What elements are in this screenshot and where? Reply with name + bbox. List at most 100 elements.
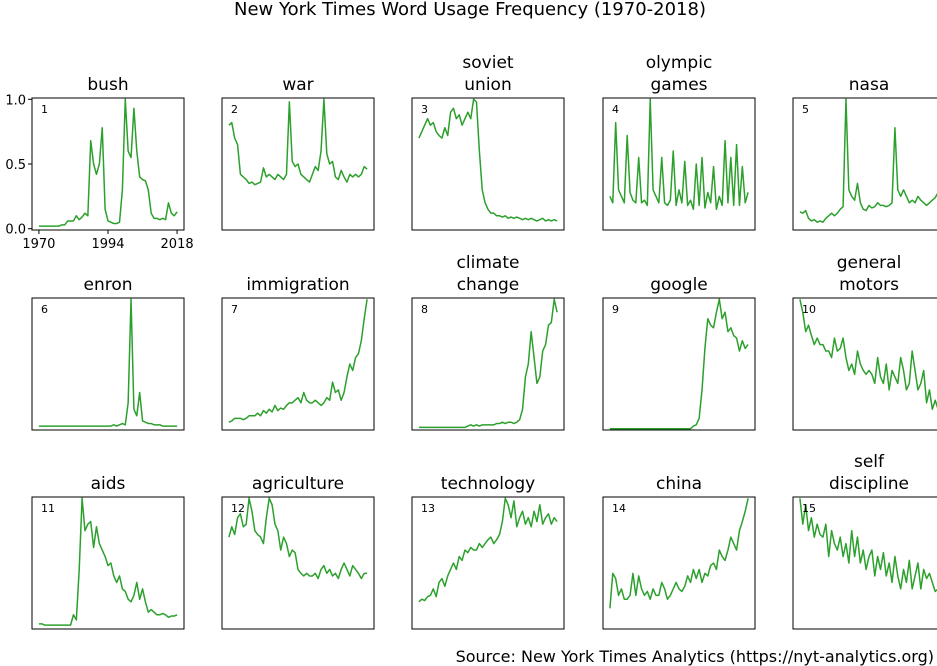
panel-title: enron — [83, 275, 132, 295]
plot-area — [38, 98, 178, 227]
panel: war 2 — [221, 75, 375, 231]
y-tick-label: 0.0 — [5, 223, 26, 238]
panel-title: self — [854, 452, 885, 472]
axes-frame — [221, 297, 375, 431]
plot-area — [418, 98, 558, 222]
x-tick-label: 2018 — [161, 237, 194, 252]
axes-frame — [792, 97, 937, 231]
panel-number: 6 — [41, 303, 48, 316]
axes-frame — [602, 297, 756, 431]
plot-area — [38, 298, 178, 427]
panel-title: change — [457, 275, 520, 295]
panel-number: 7 — [231, 303, 238, 316]
panel-title: general — [837, 253, 902, 273]
panel-title: immigration — [246, 275, 349, 295]
plot-area — [228, 497, 368, 580]
x-tick-label: 1994 — [91, 237, 124, 252]
figure-title: New York Times Word Usage Frequency (197… — [234, 0, 706, 20]
panel-title: technology — [441, 474, 535, 494]
panel-number: 8 — [421, 303, 428, 316]
panel-title: games — [650, 75, 707, 95]
panel: technology 13 — [411, 474, 565, 630]
series-line — [609, 298, 749, 430]
panel: immigration 7 — [221, 275, 375, 431]
axes-frame — [792, 496, 937, 630]
plot-area — [609, 498, 749, 609]
panel-title: soviet — [462, 53, 514, 73]
panel-number: 9 — [612, 303, 619, 316]
plot-area — [799, 498, 937, 593]
panel-number: 11 — [41, 502, 55, 515]
axes-frame — [31, 297, 185, 431]
axes-frame — [31, 97, 185, 231]
series-line — [228, 497, 368, 580]
panel: bush 1 0.0 0.5 1.0 1970 1994 2018 — [5, 75, 193, 252]
axes-frame — [411, 297, 565, 431]
series-line — [609, 98, 749, 211]
panel-title: climate — [457, 253, 520, 273]
axes-frame — [602, 97, 756, 231]
panel-title: union — [464, 75, 511, 95]
y-tick-label: 1.0 — [5, 93, 26, 108]
panel: agriculture 12 — [221, 474, 375, 630]
series-line — [38, 98, 178, 227]
panel-number: 1 — [41, 103, 48, 116]
panel-title: nasa — [849, 75, 889, 95]
series-line — [799, 98, 937, 223]
panel-title: agriculture — [252, 474, 344, 494]
panel-number: 4 — [612, 103, 619, 116]
axes-frame — [411, 496, 565, 630]
series-line — [609, 498, 749, 609]
panel: china 14 — [602, 474, 756, 630]
panel-number: 5 — [802, 103, 809, 116]
panel-title: bush — [87, 75, 128, 95]
series-line — [418, 497, 558, 603]
panel-title: google — [650, 275, 708, 295]
panel-number: 10 — [802, 303, 816, 316]
series-line — [418, 98, 558, 222]
panel-title: discipline — [829, 474, 909, 494]
panel-number: 3 — [421, 103, 428, 116]
panel-title: aids — [91, 474, 126, 494]
plot-area — [799, 98, 937, 223]
axes-frame — [31, 496, 185, 630]
series-line — [228, 299, 368, 423]
plot-area — [418, 497, 558, 603]
panel-number: 15 — [802, 502, 816, 515]
panel-title: war — [282, 75, 313, 95]
panel-number: 13 — [421, 502, 435, 515]
panel-title: china — [656, 474, 702, 494]
series-line — [228, 98, 368, 186]
series-line — [38, 298, 178, 427]
axes-frame — [221, 496, 375, 630]
plot-area — [609, 98, 749, 211]
axes-frame — [792, 297, 937, 431]
panel: nasa 5 — [792, 75, 937, 231]
plot-area — [228, 98, 368, 186]
panel-number: 14 — [612, 502, 626, 515]
plot-area — [38, 497, 178, 626]
panel-title: olympic — [646, 53, 713, 73]
y-tick-label: 0.5 — [5, 158, 26, 173]
plot-area — [609, 298, 749, 430]
series-line — [799, 498, 937, 593]
source-note: Source: New York Times Analytics (https:… — [456, 647, 934, 666]
panel: enron 6 — [31, 275, 185, 431]
panel-title: motors — [839, 275, 899, 295]
x-tick-label: 1970 — [22, 237, 55, 252]
series-line — [418, 298, 558, 429]
axes-frame — [221, 97, 375, 231]
axes-frame — [411, 97, 565, 231]
series-line — [38, 497, 178, 626]
plot-area — [418, 298, 558, 429]
panel: google 9 — [602, 275, 756, 431]
panel: aids 11 — [31, 474, 185, 630]
plot-area — [228, 299, 368, 423]
